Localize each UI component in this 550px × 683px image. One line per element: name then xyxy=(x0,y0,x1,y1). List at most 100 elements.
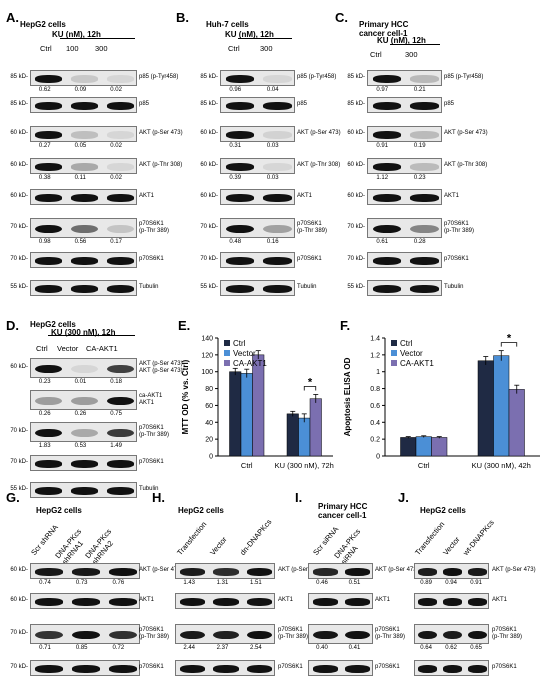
band xyxy=(418,665,437,673)
band xyxy=(70,285,99,293)
band xyxy=(246,630,272,640)
quant-value: 0.65 xyxy=(470,645,482,651)
lane-label: dn-DNAPKcs xyxy=(238,517,274,557)
blot-label: p70S6K1 (p-Thr 389) xyxy=(297,221,328,234)
quant-value: 0.02 xyxy=(110,175,122,181)
kd-marker: 70 kD- xyxy=(200,256,218,262)
band xyxy=(213,630,239,640)
quant-value: 0.94 xyxy=(445,580,457,586)
blot-label: p70S6K1 xyxy=(444,256,469,262)
quant-value: 0.19 xyxy=(413,143,426,149)
treatment-underline xyxy=(60,38,135,39)
x-category-label: KU (300 nM), 42h xyxy=(472,461,531,470)
quant-value: 0.96 xyxy=(229,87,242,93)
blot-label: AKT (p-Thr 308) xyxy=(139,162,183,168)
band xyxy=(72,630,100,640)
quant-value: 0.03 xyxy=(266,143,279,149)
band xyxy=(35,257,63,265)
band xyxy=(263,131,292,139)
blot-strip xyxy=(30,126,137,142)
blot-label: p70S6K1 (p-Thr 389) xyxy=(444,221,475,234)
band xyxy=(246,598,272,606)
blot-strip xyxy=(220,97,295,113)
band xyxy=(345,598,371,606)
blot-label: AKT1 xyxy=(139,193,155,199)
band xyxy=(418,630,437,640)
bar xyxy=(286,413,299,457)
bar xyxy=(415,436,432,457)
kd-marker: 85 kD- xyxy=(200,101,218,107)
blot-label: Tubulin xyxy=(139,486,159,492)
quant-value: 0.64 xyxy=(420,645,432,651)
blot-label: ca-AKT1 AKT1 xyxy=(139,393,163,406)
band xyxy=(35,598,64,606)
bar xyxy=(477,360,494,457)
x-category-label: KU (300 nM), 72h xyxy=(275,461,334,470)
blot-strip xyxy=(414,563,489,579)
significance-bracket xyxy=(500,342,518,347)
panel-label-d: D. xyxy=(6,318,19,333)
quant-value: 0.51 xyxy=(348,580,361,586)
band xyxy=(410,257,439,265)
band xyxy=(70,224,99,234)
band xyxy=(372,194,401,202)
bar-chart: 0 20 40 60 80 100 120 140 MTT OD (% vs. Ctrl) Ctr… xyxy=(181,336,334,471)
band xyxy=(263,224,292,234)
band xyxy=(345,630,371,640)
blot-strip xyxy=(30,455,137,471)
kd-marker: 70 kD- xyxy=(10,630,28,636)
blot-strip xyxy=(30,482,137,498)
treatment-underline xyxy=(238,38,292,39)
band xyxy=(106,75,134,83)
x-category-label: Ctrl xyxy=(241,461,253,470)
kd-marker: 70 kD- xyxy=(347,224,365,230)
band xyxy=(70,194,99,202)
band xyxy=(106,163,134,171)
blot-label: p70S6K1 xyxy=(139,664,164,670)
band xyxy=(372,102,401,110)
kd-marker: 70 kD- xyxy=(347,256,365,262)
lane-label: Ctrl xyxy=(40,44,52,53)
blot-strip xyxy=(220,158,295,174)
band xyxy=(410,131,439,139)
y-tick-label: 100 xyxy=(201,369,213,376)
lane-label: wt-DNAPKcs xyxy=(461,518,496,557)
blot-strip xyxy=(367,218,442,238)
quant-value: 1.83 xyxy=(38,443,51,449)
kd-marker: 85 kD- xyxy=(347,101,365,107)
blot-label: AKT1 xyxy=(278,597,294,603)
quant-value: 2.44 xyxy=(183,645,196,651)
band xyxy=(108,665,137,673)
band xyxy=(35,568,64,576)
quant-value: 1.51 xyxy=(250,580,262,586)
band xyxy=(106,257,134,265)
quant-value: 0.76 xyxy=(112,580,125,586)
band xyxy=(468,630,487,640)
bar-chart: 0 0.2 0.4 0.6 0.8 1 1.2 1.4 Apoptosis ELISA OD Ct… xyxy=(343,333,540,470)
bar xyxy=(431,437,448,457)
treatment-label: KU (nM), 12h xyxy=(225,30,274,39)
quant-value: 0.23 xyxy=(38,379,51,385)
blot-label: p85 (p-Tyr458) xyxy=(297,74,337,80)
panel-label-b: B. xyxy=(176,10,189,25)
lane-label: 300 xyxy=(405,50,418,59)
band xyxy=(312,630,338,640)
band xyxy=(443,568,462,576)
band xyxy=(106,460,134,468)
blot-strip xyxy=(30,563,140,579)
band xyxy=(35,460,63,468)
band xyxy=(443,630,462,640)
panel-title-c: Primary HCC cancer cell-1 xyxy=(359,20,409,38)
band xyxy=(35,285,63,293)
y-tick-label: 1.2 xyxy=(370,352,380,359)
quant-value: 0.89 xyxy=(420,580,432,586)
blot-strip xyxy=(367,126,442,142)
band xyxy=(225,194,254,202)
quant-value: 0.40 xyxy=(316,645,328,651)
blot-label: AKT (p-Ser 473) xyxy=(375,567,419,573)
blot-label: AKT (p-Ser 473) xyxy=(139,130,183,136)
blot-strip xyxy=(220,280,295,296)
bar xyxy=(298,417,311,457)
y-tick-label: 20 xyxy=(205,437,213,444)
band xyxy=(106,102,134,110)
